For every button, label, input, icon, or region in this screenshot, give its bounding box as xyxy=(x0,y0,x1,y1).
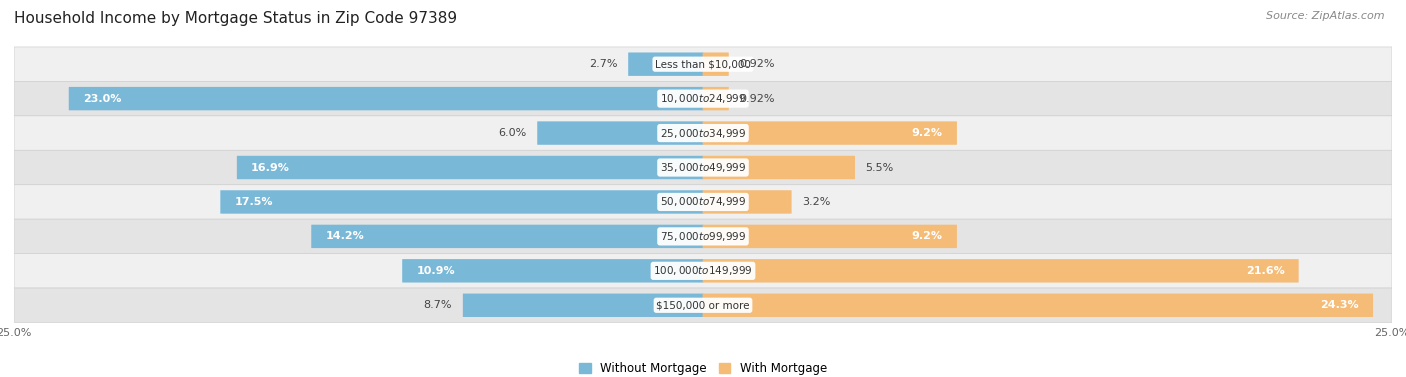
FancyBboxPatch shape xyxy=(311,225,703,248)
Text: 9.2%: 9.2% xyxy=(911,128,943,138)
Text: 6.0%: 6.0% xyxy=(498,128,527,138)
Text: Less than $10,000: Less than $10,000 xyxy=(655,59,751,69)
Text: Source: ZipAtlas.com: Source: ZipAtlas.com xyxy=(1267,11,1385,21)
Text: 17.5%: 17.5% xyxy=(235,197,273,207)
Text: Household Income by Mortgage Status in Zip Code 97389: Household Income by Mortgage Status in Z… xyxy=(14,11,457,26)
FancyBboxPatch shape xyxy=(628,52,703,76)
FancyBboxPatch shape xyxy=(703,156,855,179)
FancyBboxPatch shape xyxy=(703,259,1299,282)
FancyBboxPatch shape xyxy=(402,259,703,282)
Text: $10,000 to $24,999: $10,000 to $24,999 xyxy=(659,92,747,105)
Text: 14.2%: 14.2% xyxy=(325,231,364,241)
FancyBboxPatch shape xyxy=(703,52,728,76)
Text: 16.9%: 16.9% xyxy=(252,162,290,173)
FancyBboxPatch shape xyxy=(236,156,703,179)
FancyBboxPatch shape xyxy=(14,116,1392,150)
Text: $100,000 to $149,999: $100,000 to $149,999 xyxy=(654,264,752,277)
Text: 3.2%: 3.2% xyxy=(803,197,831,207)
Text: 23.0%: 23.0% xyxy=(83,93,121,104)
FancyBboxPatch shape xyxy=(221,190,703,214)
Text: $150,000 or more: $150,000 or more xyxy=(657,300,749,310)
Text: 2.7%: 2.7% xyxy=(589,59,617,69)
Text: 0.92%: 0.92% xyxy=(740,93,775,104)
Text: $35,000 to $49,999: $35,000 to $49,999 xyxy=(659,161,747,174)
Text: 0.92%: 0.92% xyxy=(740,59,775,69)
FancyBboxPatch shape xyxy=(703,225,957,248)
Legend: Without Mortgage, With Mortgage: Without Mortgage, With Mortgage xyxy=(574,357,832,377)
Text: 24.3%: 24.3% xyxy=(1320,300,1358,310)
FancyBboxPatch shape xyxy=(14,219,1392,254)
Text: 10.9%: 10.9% xyxy=(416,266,456,276)
Text: $50,000 to $74,999: $50,000 to $74,999 xyxy=(659,195,747,208)
FancyBboxPatch shape xyxy=(703,87,728,110)
Text: 21.6%: 21.6% xyxy=(1246,266,1285,276)
Text: $25,000 to $34,999: $25,000 to $34,999 xyxy=(659,127,747,139)
Text: 8.7%: 8.7% xyxy=(423,300,453,310)
FancyBboxPatch shape xyxy=(703,190,792,214)
FancyBboxPatch shape xyxy=(463,294,703,317)
FancyBboxPatch shape xyxy=(14,81,1392,116)
FancyBboxPatch shape xyxy=(703,121,957,145)
FancyBboxPatch shape xyxy=(537,121,703,145)
FancyBboxPatch shape xyxy=(14,150,1392,185)
Text: $75,000 to $99,999: $75,000 to $99,999 xyxy=(659,230,747,243)
FancyBboxPatch shape xyxy=(14,47,1392,81)
FancyBboxPatch shape xyxy=(703,294,1374,317)
FancyBboxPatch shape xyxy=(14,254,1392,288)
Text: 9.2%: 9.2% xyxy=(911,231,943,241)
FancyBboxPatch shape xyxy=(14,185,1392,219)
FancyBboxPatch shape xyxy=(14,288,1392,322)
FancyBboxPatch shape xyxy=(69,87,703,110)
Text: 5.5%: 5.5% xyxy=(866,162,894,173)
